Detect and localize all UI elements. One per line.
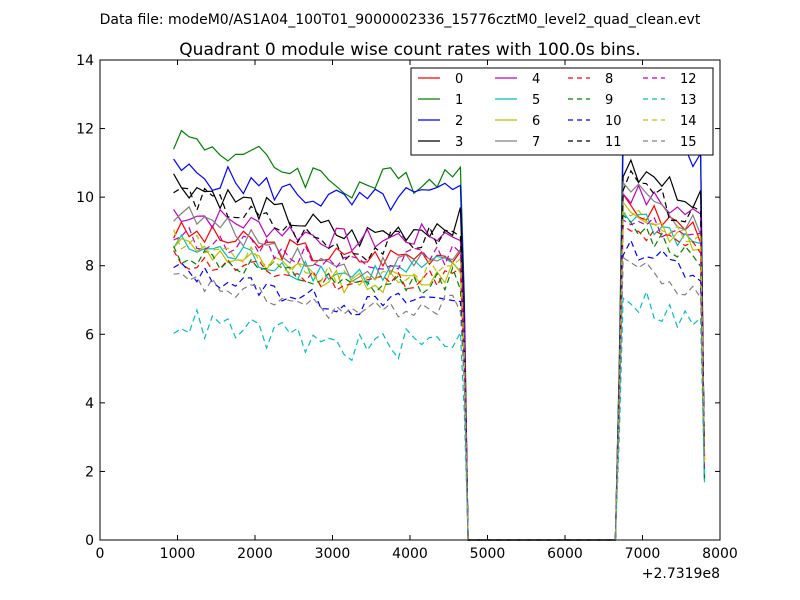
y-tick-label: 14: [76, 53, 94, 69]
series-line-12: [173, 216, 706, 541]
x-tick-label: 4000: [392, 546, 428, 562]
legend-label-13: 13: [680, 93, 697, 108]
series-line-11: [173, 169, 706, 541]
legend-label-12: 12: [680, 72, 697, 87]
y-tick-label: 10: [76, 190, 94, 206]
legend-label-10: 10: [605, 114, 622, 129]
figure-header: Data file: modeM0/AS1A04_100T01_90000023…: [100, 12, 701, 28]
y-tick-label: 0: [85, 533, 94, 549]
series-line-1: [173, 102, 706, 541]
plot-frame: [99, 59, 721, 541]
x-tick-label: 6000: [547, 546, 583, 562]
x-tick-label: 5000: [470, 546, 506, 562]
y-tick-label: 12: [76, 122, 94, 138]
legend-label-11: 11: [605, 135, 622, 150]
series-line-9: [173, 213, 706, 541]
legend-label-6: 6: [532, 114, 540, 129]
legend-label-7: 7: [532, 135, 540, 150]
chart-title: Quadrant 0 module wise count rates with …: [179, 40, 640, 60]
legend-label-0: 0: [455, 72, 463, 87]
x-tick-label: 2000: [237, 546, 273, 562]
legend-label-15: 15: [680, 135, 697, 150]
legend-label-1: 1: [455, 93, 463, 108]
series-line-14: [173, 209, 706, 541]
series-line-6: [173, 200, 706, 541]
legend-label-4: 4: [532, 72, 540, 87]
series-line-3: [173, 158, 706, 541]
series-line-8: [173, 224, 706, 541]
series-line-7: [173, 180, 706, 541]
legend-label-14: 14: [680, 114, 697, 129]
x-tick-label: 0: [96, 546, 105, 562]
legend-label-3: 3: [455, 135, 463, 150]
y-tick-label: 4: [85, 396, 94, 412]
x-tick-label: 1000: [160, 546, 196, 562]
legend-label-9: 9: [605, 93, 613, 108]
legend-label-8: 8: [605, 72, 613, 87]
x-offset-label: +2.7319e8: [642, 566, 720, 582]
series-line-4: [173, 183, 706, 541]
series-line-0: [173, 192, 706, 541]
plot-lines: [173, 102, 706, 541]
legend-label-2: 2: [455, 114, 463, 129]
series-line-15: [173, 256, 706, 541]
legend-label-5: 5: [532, 93, 540, 108]
axis-ticks: 0 1000 2000 3000 4000 5000 6000 7000 80000246810…: [76, 53, 738, 562]
y-tick-label: 8: [85, 259, 94, 275]
y-tick-label: 2: [85, 464, 94, 480]
y-tick-label: 6: [85, 327, 94, 343]
series-line-5: [173, 210, 706, 541]
series-line-2: [173, 128, 706, 541]
x-tick-label: 7000: [625, 546, 661, 562]
x-tick-label: 8000: [702, 546, 738, 562]
x-tick-label: 3000: [315, 546, 351, 562]
series-line-13: [173, 289, 706, 541]
